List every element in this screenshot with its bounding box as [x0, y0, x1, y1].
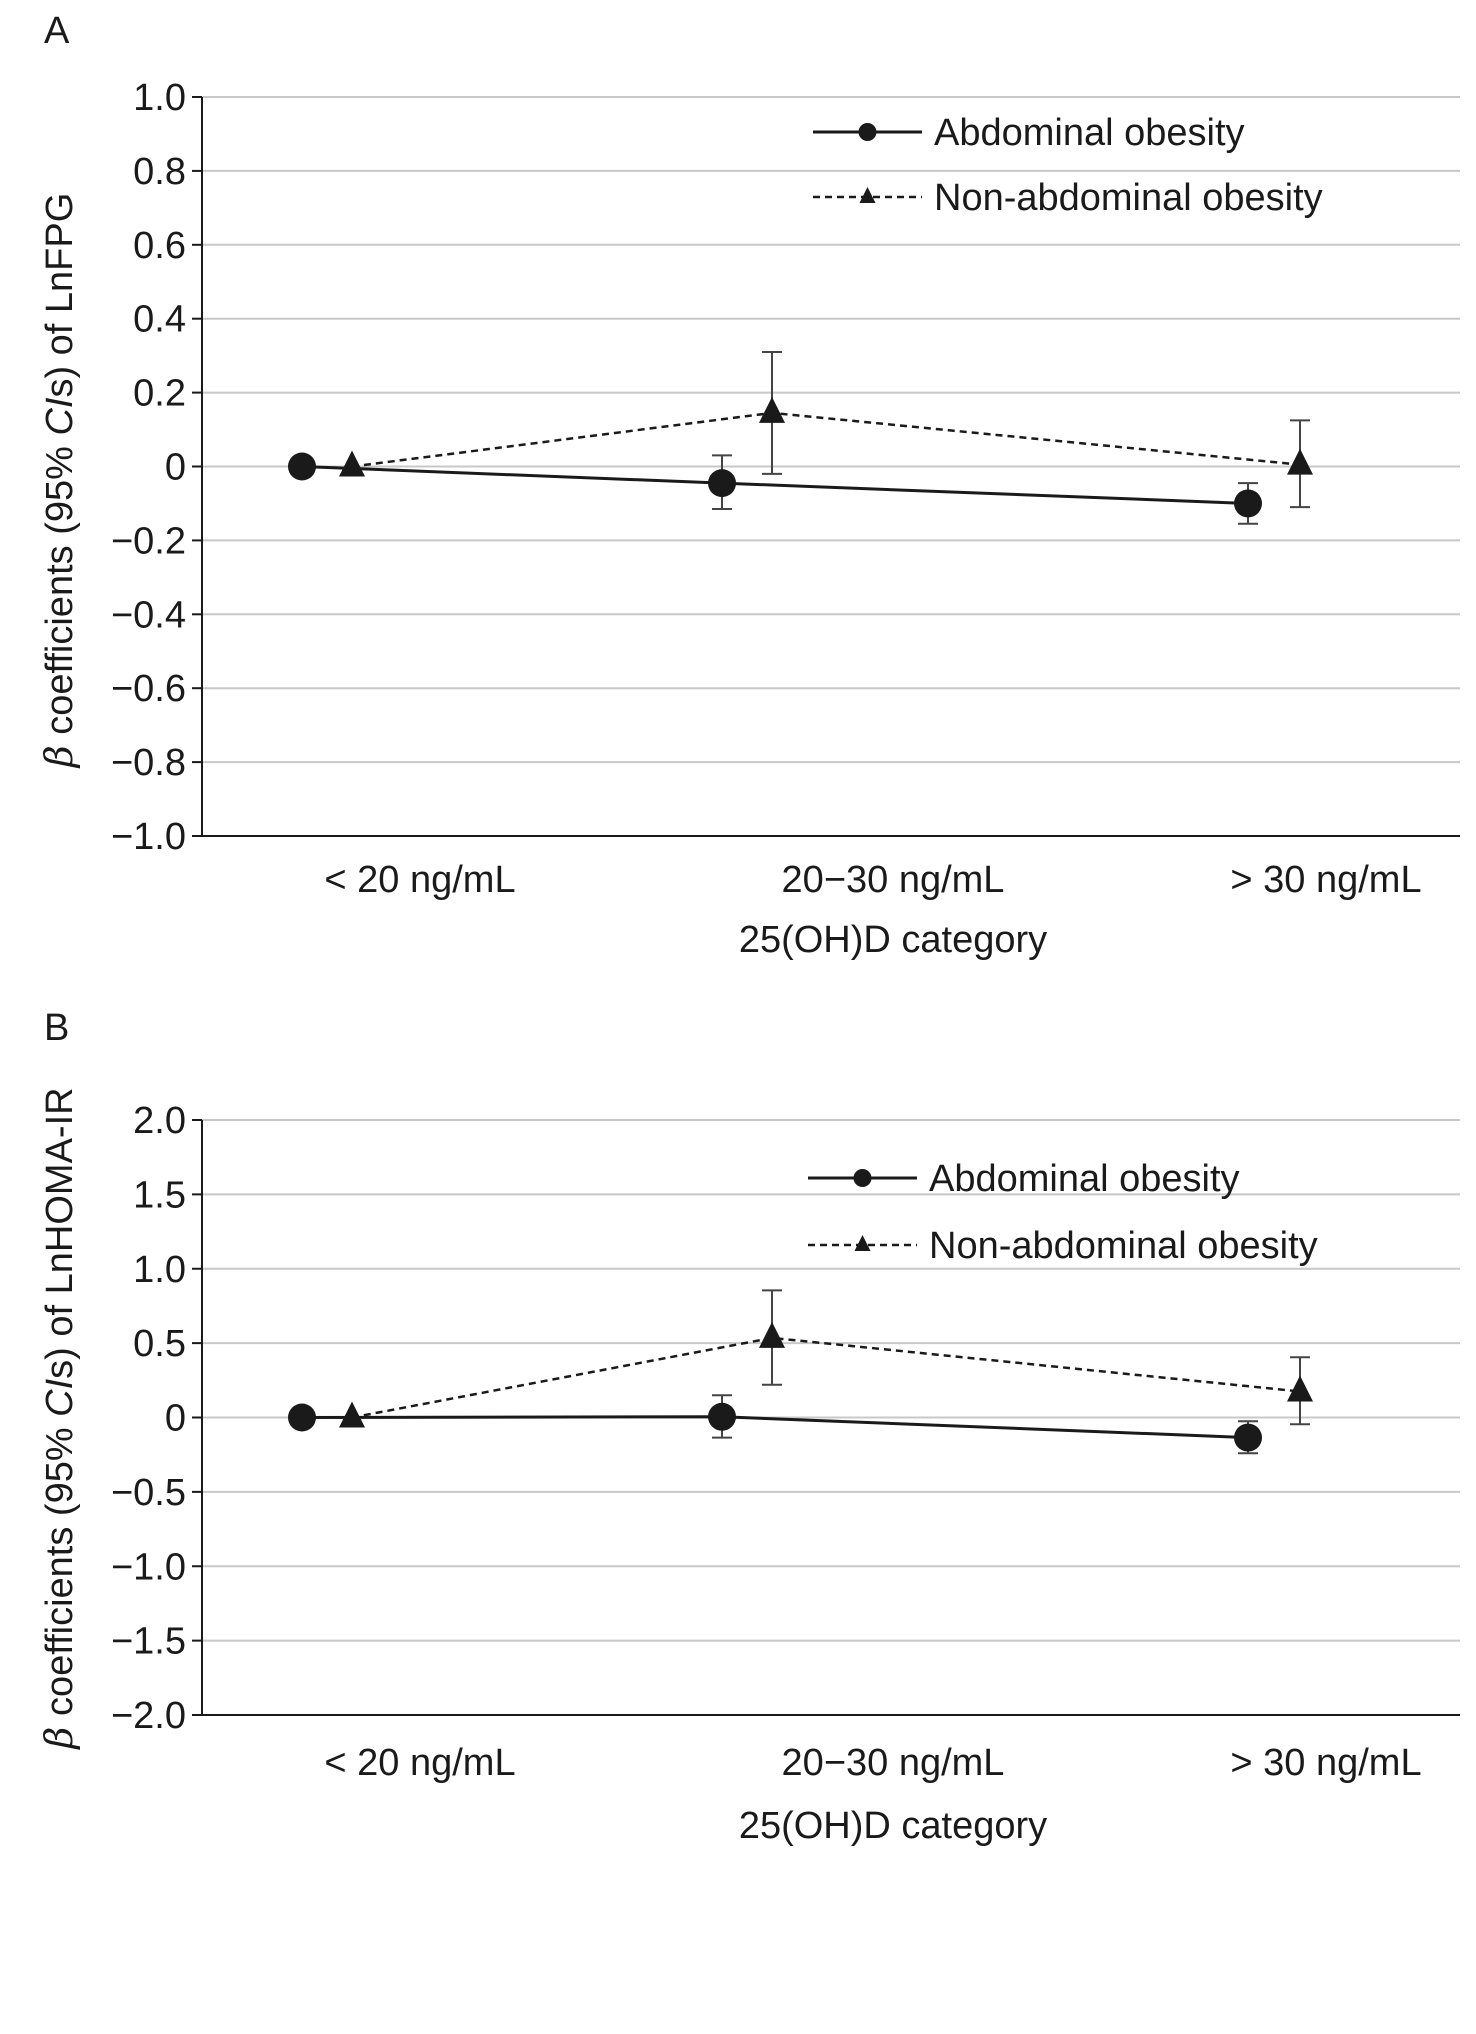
panel-b-label: B: [44, 1007, 69, 1049]
data-point-circle: [1234, 1423, 1262, 1452]
chart-b-xticks: < 20 ng/mL 20−30 ng/mL > 30 ng/mL: [324, 1742, 1421, 1784]
panel-a-label: A: [44, 10, 70, 52]
y-tick-label: 0.4: [133, 299, 186, 341]
y-tick-label: 1.0: [133, 1249, 186, 1291]
y-tick-label: 2.0: [133, 1100, 186, 1142]
y-tick-label: −1.0: [111, 816, 186, 858]
legend-label: Abdominal obesity: [929, 1158, 1240, 1200]
chart-b-yticks: 2.0 1.5 1.0 0.5 0 −0.5 −1.0 −1.5 −2.0: [111, 1100, 1460, 1737]
data-point-triangle: [1287, 1375, 1313, 1402]
y-tick-label: 0: [165, 447, 186, 489]
x-tick-label: 20−30 ng/mL: [782, 1742, 1005, 1784]
legend-marker-circle: [853, 1169, 872, 1187]
x-tick-label: 20−30 ng/mL: [782, 859, 1005, 901]
chart-a-series: [288, 350, 1313, 525]
chart-a-xlabel: 25(OH)D category: [739, 919, 1047, 961]
legend-marker-triangle: [859, 187, 876, 203]
data-point-circle: [288, 1403, 316, 1432]
series-line-abdominal: [301, 1415, 1249, 1440]
chart-a-ylabel: β coefficients (95% CIs) of LnFPG: [37, 193, 81, 770]
chart-a-grid: [202, 96, 1460, 764]
chart-b-series: [288, 1289, 1313, 1455]
y-tick-label: 0: [165, 1398, 186, 1440]
data-point-triangle: [759, 1321, 785, 1348]
data-point-circle: [1234, 489, 1262, 518]
y-tick-label: −2.0: [111, 1695, 186, 1737]
x-tick-label: < 20 ng/mL: [324, 859, 515, 901]
legend-label: Non-abdominal obesity: [929, 1225, 1318, 1267]
legend-marker-triangle: [854, 1235, 871, 1251]
data-point-triangle: [1287, 448, 1313, 475]
series-line-abdominal: [301, 465, 1249, 505]
y-tick-label: 0.6: [133, 225, 186, 267]
chart-a-xticks: < 20 ng/mL 20−30 ng/mL > 30 ng/mL: [324, 859, 1421, 901]
panel-a: A β coefficients (95% CIs) of LnFPG 25(O…: [0, 0, 1476, 1000]
y-tick-label: −0.4: [111, 594, 186, 636]
legend-marker-circle: [858, 123, 877, 141]
y-tick-label: −0.5: [111, 1472, 186, 1514]
y-tick-label: −0.6: [111, 668, 186, 710]
y-tick-label: −0.8: [111, 742, 186, 784]
data-point-circle: [708, 1402, 736, 1431]
chart-b-grid: [202, 1119, 1460, 1642]
chart-b-xlabel: 25(OH)D category: [739, 1805, 1047, 1847]
series-line-non-abdominal: [351, 411, 1301, 468]
chart-b-svg: B β coefficients (95% CIs) of LnHOMA-IR …: [37, 1007, 1460, 1847]
y-tick-label: 1.0: [133, 77, 186, 119]
y-tick-label: −1.0: [111, 1546, 186, 1588]
data-point-triangle: [759, 396, 785, 423]
y-tick-label: 0.8: [133, 151, 186, 193]
chart-a-svg: A β coefficients (95% CIs) of LnFPG 25(O…: [37, 10, 1460, 961]
chart-a-yticks: 1.0 0.8 0.6 0.4 0.2 0 −0.2 −0.4 −0.6 −0.8 −1.0: [111, 77, 1460, 858]
data-point-triangle: [339, 450, 365, 477]
x-tick-label: > 30 ng/mL: [1230, 1742, 1421, 1784]
x-tick-label: > 30 ng/mL: [1230, 859, 1421, 901]
y-tick-label: 1.5: [133, 1174, 186, 1216]
legend-label: Non-abdominal obesity: [934, 177, 1323, 219]
data-point-triangle: [339, 1401, 365, 1428]
y-tick-label: 0.5: [133, 1323, 186, 1365]
data-point-circle: [708, 469, 736, 498]
y-tick-label: 0.2: [133, 373, 186, 415]
y-tick-label: −0.2: [111, 520, 186, 562]
legend-label: Abdominal obesity: [934, 112, 1245, 154]
series-line-non-abdominal: [351, 1336, 1301, 1419]
data-point-circle: [288, 452, 316, 481]
x-tick-label: < 20 ng/mL: [324, 1742, 515, 1784]
chart-a-legend: Abdominal obesity Non-abdominal obesity: [813, 112, 1323, 219]
chart-b-ylabel: β coefficients (95% CIs) of LnHOMA-IR: [37, 1087, 81, 1750]
y-tick-label: −1.5: [111, 1621, 186, 1663]
panel-b: B β coefficients (95% CIs) of LnHOMA-IR …: [0, 1000, 1476, 2034]
chart-b-legend: Abdominal obesity Non-abdominal obesity: [808, 1158, 1318, 1267]
